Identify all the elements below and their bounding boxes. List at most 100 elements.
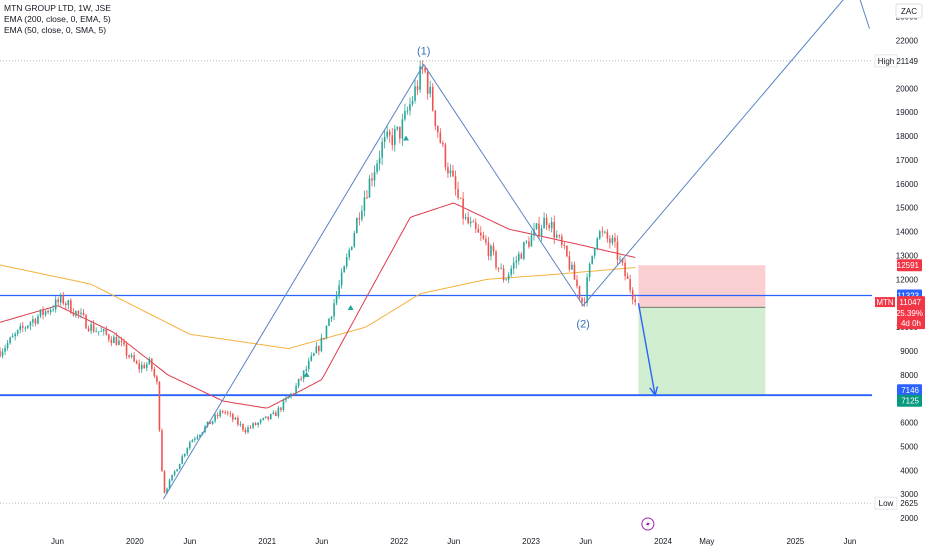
candle-body <box>485 238 487 243</box>
candle-body <box>128 355 130 358</box>
candle-body <box>262 418 264 420</box>
arrow-head <box>649 386 659 397</box>
candle-body <box>47 311 49 313</box>
candle-body <box>113 336 115 344</box>
candle-body <box>480 232 482 236</box>
candle-body <box>173 471 176 475</box>
last-price: 11047 <box>899 298 921 307</box>
time-tick-label: 2021 <box>258 537 276 546</box>
time-tick-label: 2025 <box>786 537 804 546</box>
price-tick-label: 16000 <box>896 180 919 189</box>
trend-line-2 <box>859 0 870 29</box>
horizontal-levels[interactable] <box>0 294 872 397</box>
candle-body <box>386 131 388 137</box>
signal-markers <box>303 135 409 377</box>
candle-body <box>6 343 9 348</box>
candle-body <box>335 294 338 304</box>
candle-body <box>439 132 442 143</box>
candle-body <box>226 412 229 414</box>
price-tick-label: 18000 <box>896 132 919 141</box>
candle-body <box>550 221 553 229</box>
candle-body <box>419 66 421 90</box>
candle-body <box>221 411 224 413</box>
candle-body <box>24 327 27 329</box>
indicator-legend[interactable]: MTN GROUP LTD, 1W, JSE EMA (200, close, … <box>4 3 111 36</box>
candle-body <box>320 337 323 352</box>
candle-body <box>82 312 85 316</box>
candle-body <box>163 471 166 494</box>
candle-body <box>573 264 576 280</box>
candle-body <box>378 157 381 164</box>
candle-body <box>399 126 401 139</box>
candle-body <box>267 416 270 420</box>
candle-body <box>401 119 404 139</box>
candle-body <box>259 419 262 423</box>
candle-body <box>176 469 178 472</box>
candle-body <box>619 258 621 260</box>
candle-body <box>507 274 510 280</box>
price-tick-label: 20000 <box>896 84 919 93</box>
candle-body <box>525 241 528 243</box>
candle-body <box>191 439 194 443</box>
candle-body <box>257 422 259 426</box>
candle-body <box>505 279 507 281</box>
trend-lines[interactable] <box>162 0 870 500</box>
ema200-line <box>0 264 636 350</box>
level-name-high: High <box>878 57 894 66</box>
candle-body <box>523 242 525 259</box>
candle-body <box>120 340 123 342</box>
candle-body <box>285 398 287 401</box>
candle-body <box>586 277 588 303</box>
candle-body <box>520 253 523 259</box>
candle-body <box>482 235 485 239</box>
price-tag-7146 <box>897 384 922 397</box>
candle-body <box>305 369 308 371</box>
candle-body <box>95 331 97 333</box>
currency-box <box>895 3 923 19</box>
candle-body <box>39 309 42 317</box>
time-tick-label: Jun <box>843 537 856 546</box>
candle-body <box>373 172 376 181</box>
lightning-icon-glyph <box>645 520 650 528</box>
candle-body <box>62 295 65 304</box>
price-tick-label: 8000 <box>900 371 918 380</box>
price-tick-label: 5000 <box>900 442 918 451</box>
candle-body <box>27 325 29 328</box>
candle-body <box>181 456 184 464</box>
candle-body <box>11 336 14 338</box>
candle-body <box>143 364 146 369</box>
candle-body <box>216 414 219 417</box>
candle-body <box>148 358 151 365</box>
candle-body <box>515 260 518 263</box>
currency-label: ZAC <box>901 7 917 16</box>
candle-body <box>310 355 313 361</box>
wave-label-2: (2) <box>576 319 589 331</box>
candle-body <box>358 218 361 220</box>
candle-body <box>444 144 447 168</box>
candle-body <box>249 427 252 429</box>
projection-arrow[interactable] <box>637 303 659 397</box>
candle-body <box>54 299 57 310</box>
candle-body <box>411 100 414 105</box>
price-tick-label: 15000 <box>896 204 919 213</box>
ema200-legend: EMA (200, close, 0, EMA, 5) <box>4 14 111 24</box>
candle-body <box>393 129 396 145</box>
candle-body <box>37 316 39 324</box>
candle-body <box>219 411 221 417</box>
candle-body <box>29 322 32 326</box>
candle-body <box>135 361 138 364</box>
candle-body <box>345 257 348 267</box>
candle-body <box>100 331 103 332</box>
candle-body <box>502 268 505 281</box>
candle-body <box>133 355 135 362</box>
price-axis[interactable]: 2000300040005000600080009000100001200013… <box>874 3 923 523</box>
candle-body <box>598 231 601 239</box>
candle-body <box>171 474 173 481</box>
candle-body <box>189 442 191 449</box>
candle-body <box>533 228 535 236</box>
price-tick-label: 13000 <box>896 251 919 260</box>
time-axis[interactable]: Jun 2020 Jun 2021 Jun 2022 Jun 2023 Jun 2024 May 20… <box>51 517 856 546</box>
candle-body <box>77 310 80 314</box>
buy-marker <box>402 135 409 141</box>
